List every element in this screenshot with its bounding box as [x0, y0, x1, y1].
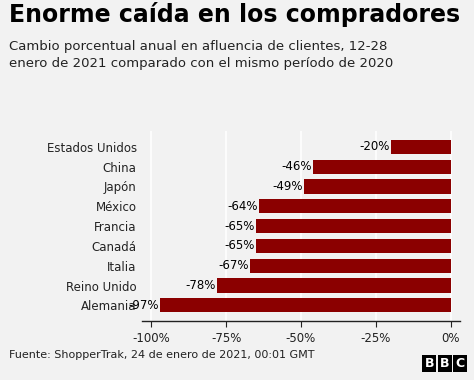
- Bar: [313, 160, 451, 174]
- Bar: [259, 199, 451, 214]
- Text: B: B: [440, 357, 449, 370]
- Text: -64%: -64%: [227, 200, 257, 213]
- Text: C: C: [455, 357, 465, 370]
- Text: -20%: -20%: [359, 140, 389, 154]
- Bar: [256, 239, 451, 253]
- Bar: [304, 179, 451, 194]
- Bar: [391, 140, 451, 154]
- Bar: [217, 279, 451, 293]
- Text: Fuente: ShopperTrak, 24 de enero de 2021, 00:01 GMT: Fuente: ShopperTrak, 24 de enero de 2021…: [9, 350, 315, 360]
- Text: -97%: -97%: [128, 299, 159, 312]
- Bar: [250, 258, 451, 273]
- Text: -78%: -78%: [185, 279, 216, 292]
- Text: -65%: -65%: [224, 239, 255, 252]
- Text: Cambio porcentual anual en afluencia de clientes, 12-28
enero de 2021 comparado : Cambio porcentual anual en afluencia de …: [9, 40, 394, 70]
- Bar: [256, 219, 451, 233]
- Bar: [160, 298, 451, 312]
- Text: Enorme caída en los compradores: Enorme caída en los compradores: [9, 2, 461, 27]
- Text: -49%: -49%: [272, 180, 302, 193]
- Text: -46%: -46%: [281, 160, 311, 173]
- Text: -65%: -65%: [224, 220, 255, 233]
- Text: -67%: -67%: [218, 259, 248, 272]
- Text: B: B: [425, 357, 434, 370]
